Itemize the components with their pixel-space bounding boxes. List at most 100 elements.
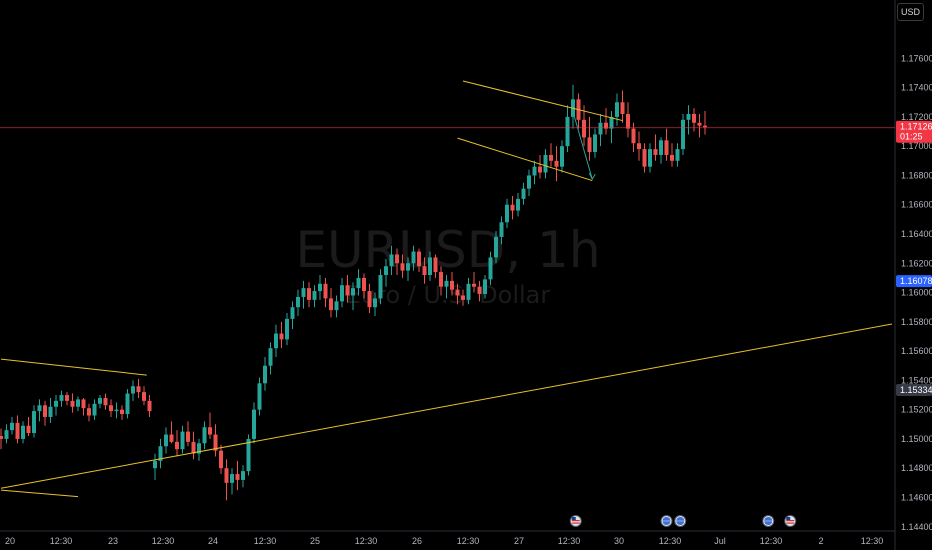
candle	[235, 460, 240, 491]
candle	[263, 356, 267, 391]
candle-body	[499, 222, 504, 237]
candle-body	[340, 285, 344, 302]
x-tick-label: 25	[310, 536, 320, 546]
candle	[681, 113, 685, 155]
candle	[219, 444, 223, 475]
flag-lower[interactable]	[457, 137, 593, 182]
candle	[59, 390, 64, 407]
candle-body	[483, 279, 487, 295]
candle-body	[648, 149, 652, 167]
candle-body	[521, 188, 526, 199]
y-tick-label: 1.14600	[901, 492, 932, 502]
globe-icon[interactable]	[674, 515, 687, 527]
candle-body	[549, 154, 553, 161]
candle-body	[10, 422, 14, 431]
candle-body	[191, 441, 196, 454]
candle-body	[477, 286, 482, 295]
y-tick-label: 1.17400	[901, 83, 932, 93]
candle-body	[0, 436, 3, 439]
candle-body	[246, 438, 251, 472]
candle-body	[175, 441, 179, 450]
x-tick-label: 27	[514, 536, 524, 546]
candle	[488, 251, 493, 286]
candle	[609, 111, 614, 144]
candle	[554, 146, 559, 182]
us-flag-icon[interactable]	[784, 515, 797, 527]
candle-body	[538, 166, 542, 173]
candle-body	[312, 291, 317, 300]
x-tick-label: 12:30	[659, 536, 682, 546]
y-tick-label: 1.15800	[901, 317, 932, 327]
candle-body	[362, 277, 366, 292]
candle-body	[615, 102, 619, 117]
candle-body	[675, 149, 680, 161]
y-tick-label: 1.15600	[901, 346, 932, 356]
rising-support[interactable]	[0, 323, 893, 489]
y-tick-label: 1.14400	[901, 522, 932, 532]
candle	[164, 427, 168, 454]
candle	[505, 198, 509, 229]
time-axis[interactable]: 20 12:30 23 12:30 24 12:30 25 12:30 26 12:30 27 12:…	[5, 536, 883, 546]
candle-body	[367, 291, 372, 308]
candle-body	[417, 251, 421, 267]
y-tick-label: 1.17200	[901, 112, 932, 122]
candle-body	[697, 122, 702, 126]
candle-body	[488, 257, 493, 280]
candle-body	[681, 119, 685, 150]
candle-body	[670, 154, 674, 161]
watermark-symbol: EURUSD, 1h	[295, 221, 600, 279]
candle	[296, 289, 300, 316]
candle-body	[15, 422, 20, 439]
x-tick-label: Jul	[714, 536, 726, 546]
left-channel-upper[interactable]	[0, 358, 147, 376]
candle-body	[631, 128, 636, 144]
candle-body	[208, 427, 212, 435]
candle-body	[598, 122, 603, 135]
candle	[169, 421, 174, 444]
candle-body	[279, 333, 284, 340]
candle	[697, 113, 702, 138]
candle-body	[373, 298, 377, 308]
candle	[43, 400, 47, 426]
candle	[0, 428, 3, 450]
candle-body	[439, 272, 443, 287]
candle	[433, 254, 438, 278]
candle-body	[257, 383, 262, 410]
currency-button[interactable]: USD	[897, 3, 924, 21]
candle-body	[285, 318, 289, 340]
candle	[180, 425, 185, 454]
projection-arrow[interactable]	[572, 111, 593, 180]
candle	[626, 102, 630, 138]
candle	[510, 195, 515, 220]
candle-body	[384, 266, 388, 275]
candle-body	[587, 137, 592, 153]
candle	[48, 397, 53, 423]
candle-body	[637, 143, 641, 150]
candle-body	[76, 399, 80, 407]
candle	[103, 393, 108, 410]
x-tick-label: 12:30	[50, 536, 73, 546]
candle	[37, 399, 42, 422]
candle-body	[98, 397, 102, 404]
flag-upper[interactable]	[462, 80, 623, 122]
price-axis[interactable]: 1.17600 1.17400 1.17200 1.17000 1.16800 1.166…	[901, 53, 932, 531]
candle-body	[21, 425, 25, 439]
candle	[516, 193, 520, 217]
candle	[153, 453, 157, 480]
candle-body	[59, 395, 64, 401]
candle	[268, 342, 273, 375]
price-badge-bg	[896, 120, 932, 143]
globe-icon[interactable]	[762, 515, 775, 527]
price-badge-blue: 1.16078	[896, 275, 932, 288]
candle	[659, 137, 663, 164]
candle-body	[307, 288, 311, 300]
candle-body	[543, 154, 548, 173]
us-flag-icon[interactable]	[569, 515, 582, 527]
candle	[65, 392, 69, 406]
globe-icon[interactable]	[660, 515, 673, 527]
left-channel-lower[interactable]	[0, 489, 79, 498]
candle	[323, 277, 328, 308]
candle-body	[516, 198, 520, 211]
candle	[483, 274, 487, 299]
